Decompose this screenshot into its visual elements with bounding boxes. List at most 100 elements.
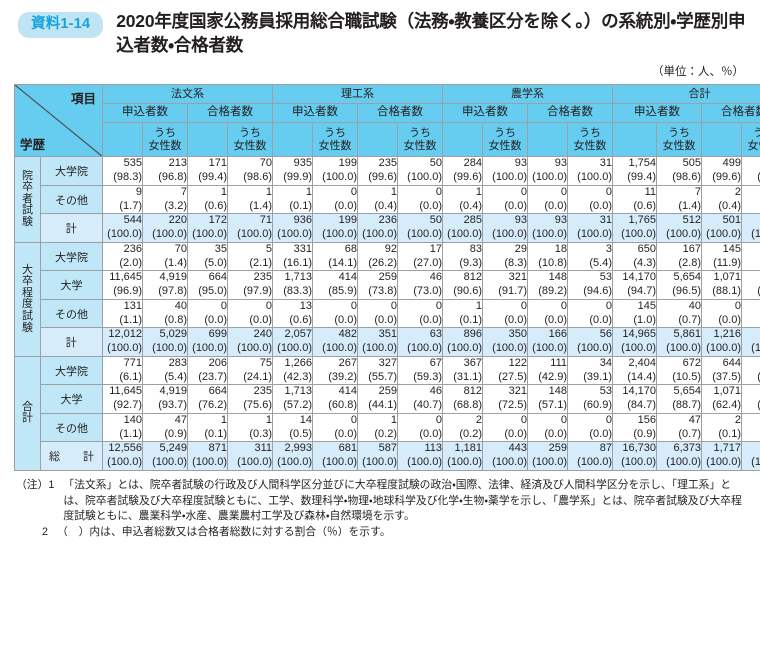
data-cell: 145 (11.9) — [701, 241, 743, 272]
cell-count: 151 — [742, 157, 760, 171]
cell-percent: (0.0) — [504, 427, 528, 440]
cell-count: 14 — [299, 413, 313, 426]
data-cell: 699 (100.0) — [187, 327, 229, 357]
data-cell: 12,012 (100.0) — [102, 327, 144, 357]
cell-count: 0 — [560, 413, 568, 426]
cell-count: 283 — [168, 356, 188, 369]
cell-count: 236 — [378, 214, 398, 227]
cell-percent: (91.7) — [498, 285, 528, 298]
data-cell: 2,993 (100.0) — [272, 441, 314, 471]
column-spacer-header — [357, 121, 399, 158]
column-subgroup-header: 合格者数 — [701, 102, 760, 123]
cell-count: 285 — [463, 214, 483, 227]
cell-percent: (100.0) — [407, 456, 443, 469]
uchi-line2: 女性数 — [148, 139, 182, 152]
cell-count: 50 — [429, 214, 443, 227]
data-cell: 3 (5.4) — [567, 241, 614, 272]
cell-count: 53 — [599, 271, 613, 284]
cell-count: 166 — [548, 328, 568, 341]
uchi-line2: 女性数 — [573, 139, 607, 152]
cell-count: 259 — [378, 385, 398, 398]
cell-percent: (76.2) — [198, 399, 228, 412]
cell-percent: (2.8) — [678, 256, 702, 269]
data-cell: 0(0.0) — [527, 298, 569, 329]
cell-percent: (0.6) — [289, 313, 313, 326]
cell-percent: (100.0) — [447, 228, 483, 241]
cell-percent: (16.1) — [283, 256, 313, 269]
cell-percent: (0.0) — [419, 199, 443, 212]
section-label-char: 大 — [22, 263, 33, 276]
uchi-line1: うち — [579, 127, 602, 140]
cell-count: 2,057 — [284, 328, 313, 341]
cell-percent: (0.0) — [742, 314, 760, 328]
cell-count: 11,645 — [109, 271, 143, 284]
data-cell: 47 (0.7) — [656, 412, 703, 443]
cell-count: 0 — [742, 300, 760, 314]
cell-count: 544 — [123, 214, 143, 227]
cell-percent: (100.0) — [532, 342, 568, 355]
cell-count: 327 — [378, 356, 398, 369]
cell-count: 206 — [208, 356, 228, 369]
cell-percent: (0.0) — [419, 313, 443, 326]
cell-percent: (0.0) — [504, 199, 528, 212]
data-cell: 0(0.0) — [187, 298, 229, 329]
cell-percent: (44.1) — [368, 399, 398, 412]
data-cell: 113 (100.0) — [397, 441, 444, 471]
data-cell: 166 (100.0) — [527, 327, 569, 357]
cell-percent: (0.0) — [374, 313, 398, 326]
footnote-1-text: 「法文系」とは、院卒者試験の行政及び人間科学区分並びに大卒程度試験の政治・国際、… — [63, 478, 742, 523]
column-spacer-header — [701, 121, 743, 158]
data-cell: 0(0.0) — [312, 412, 359, 443]
data-cell: 871 (100.0) — [187, 441, 229, 471]
cell-count: 70 — [174, 242, 188, 255]
cell-count: 0 — [350, 185, 358, 198]
uchi-line2: 女性数 — [233, 139, 267, 152]
data-cell: 650 (4.3) — [612, 241, 658, 272]
data-cell: 140 (1.1) — [102, 412, 144, 443]
cell-percent: (55.7) — [368, 370, 398, 383]
data-cell: 284 (99.6) — [442, 156, 484, 186]
cell-count: 11 — [644, 185, 657, 198]
cell-count: 535 — [123, 157, 143, 170]
data-cell: 131 (1.1) — [102, 298, 144, 329]
data-cell: 505 (98.6) — [656, 156, 703, 186]
footnote-1: （注） 1 「法文系」とは、院卒者試験の行政及び人間科学区分並びに大卒程度試験の… — [16, 478, 744, 525]
cell-count: 220 — [168, 214, 188, 227]
cell-percent: (100.0) — [492, 228, 528, 241]
cell-percent: (60.9) — [583, 399, 613, 412]
cell-count: 664 — [208, 271, 228, 284]
data-cell: 171 (99.4) — [187, 156, 229, 186]
data-cell: 2 (0.4) — [701, 184, 743, 215]
cell-count: 443 — [508, 442, 528, 455]
cell-percent: (100.0) — [706, 228, 742, 241]
cell-percent: (100.0) — [277, 456, 313, 469]
column-spacer-header — [612, 121, 658, 158]
footnote-1-number: 1 — [48, 478, 55, 491]
cell-percent: (93.0) — [742, 285, 760, 299]
cell-count: 2,993 — [284, 442, 313, 455]
row-label: 大学院 — [39, 355, 104, 386]
data-cell: 259 (73.8) — [357, 270, 399, 300]
data-cell: 152(100.0) — [741, 213, 760, 243]
cell-count: 699 — [208, 328, 228, 341]
cell-count: 1,216 — [713, 328, 742, 341]
cell-count: 1 — [265, 185, 273, 198]
cell-count: 12,556 — [108, 442, 143, 455]
cell-count: 1,181 — [454, 442, 483, 455]
data-cell: 47 (0.9) — [142, 412, 189, 443]
cell-count: 122 — [508, 356, 528, 369]
table-row: その他 140 (1.1) 47 (0.9) 1 (0.1) 1 (0.3) 14 (0.5) 0 (0… — [15, 412, 760, 443]
cell-count: 1,765 — [628, 214, 657, 227]
data-cell: 511(100.0) — [741, 441, 760, 471]
table-corner-cell: 項目 学歴 — [13, 84, 104, 158]
cell-percent: (100.0) — [751, 456, 760, 469]
data-cell: 68 (14.1) — [312, 241, 359, 272]
cell-percent: (0.0) — [334, 199, 358, 212]
cell-count: 111 — [550, 356, 568, 369]
cell-percent: (90.6) — [453, 285, 483, 298]
data-cell: 327 (55.7) — [357, 355, 399, 386]
cell-percent: (42.3) — [283, 370, 313, 383]
cell-count: 5,654 — [673, 271, 702, 284]
data-cell: 812 (68.8) — [442, 384, 484, 414]
cell-percent: (0.4) — [718, 199, 742, 212]
